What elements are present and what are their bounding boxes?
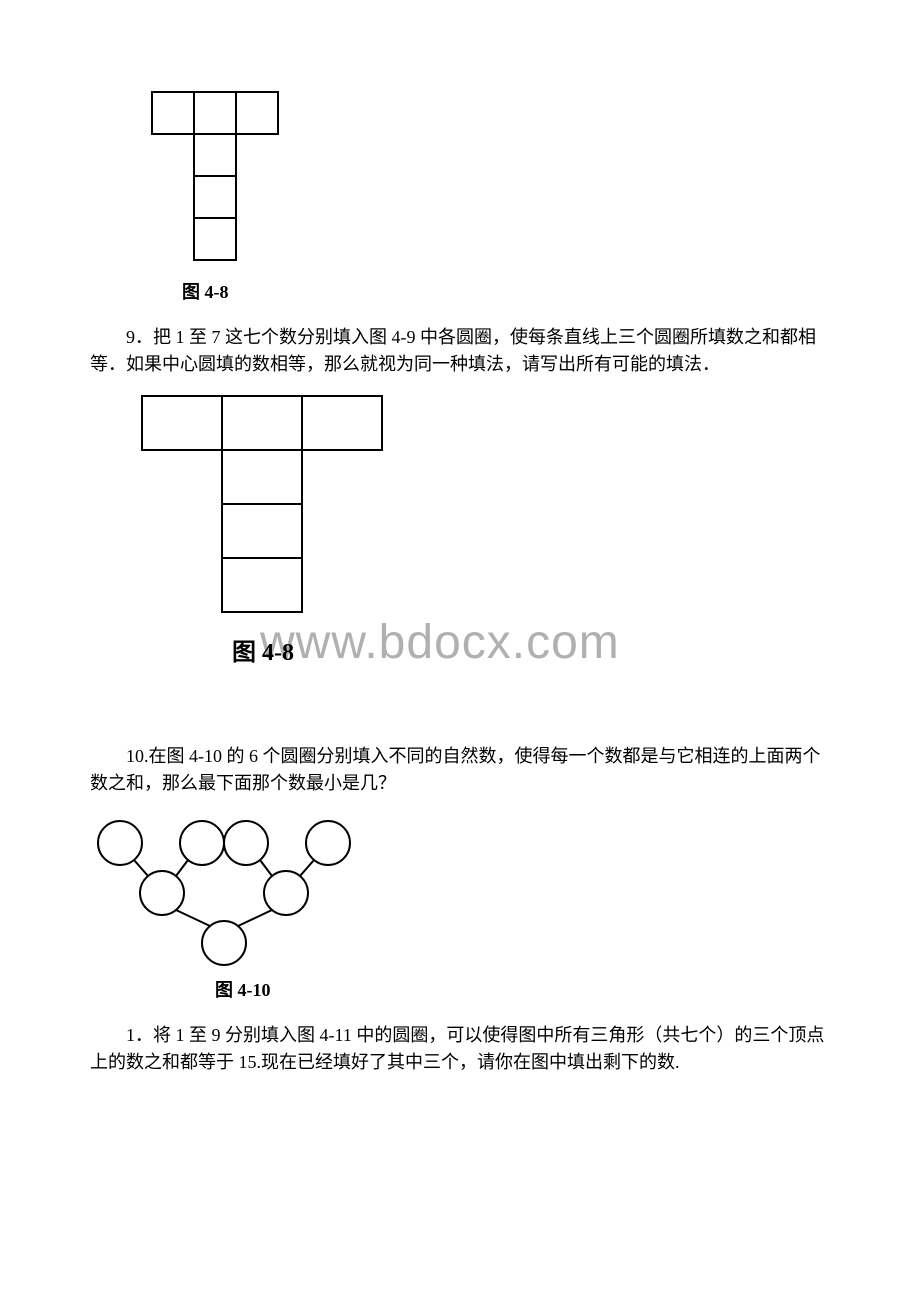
- figure-4-8-large-caption: 图 4-8: [232, 632, 830, 667]
- figure-4-8-large: 图 4-8: [90, 394, 830, 667]
- t-shape-diagram-large: [140, 394, 400, 624]
- figure-4-8-small: 图 4-8: [90, 90, 830, 304]
- figure-4-10: 图 4-10: [90, 813, 830, 1002]
- problem-10-text: 10.在图 4-10 的 6 个圆圈分别填入不同的自然数，使得每一个数都是与它相…: [90, 743, 830, 797]
- figure-4-10-caption: 图 4-10: [215, 976, 830, 1002]
- circle-tree-diagram: [90, 813, 360, 968]
- figure-4-8-small-caption: 图 4-8: [182, 278, 830, 304]
- problem-1-text: 1．将 1 至 9 分别填入图 4-11 中的圆圈，可以使得图中所有三角形（共七…: [90, 1022, 830, 1076]
- t-shape-diagram-small: [150, 90, 290, 270]
- problem-9-text: 9．把 1 至 7 这七个数分别填入图 4-9 中各圆圈，使每条直线上三个圆圈所…: [90, 324, 830, 378]
